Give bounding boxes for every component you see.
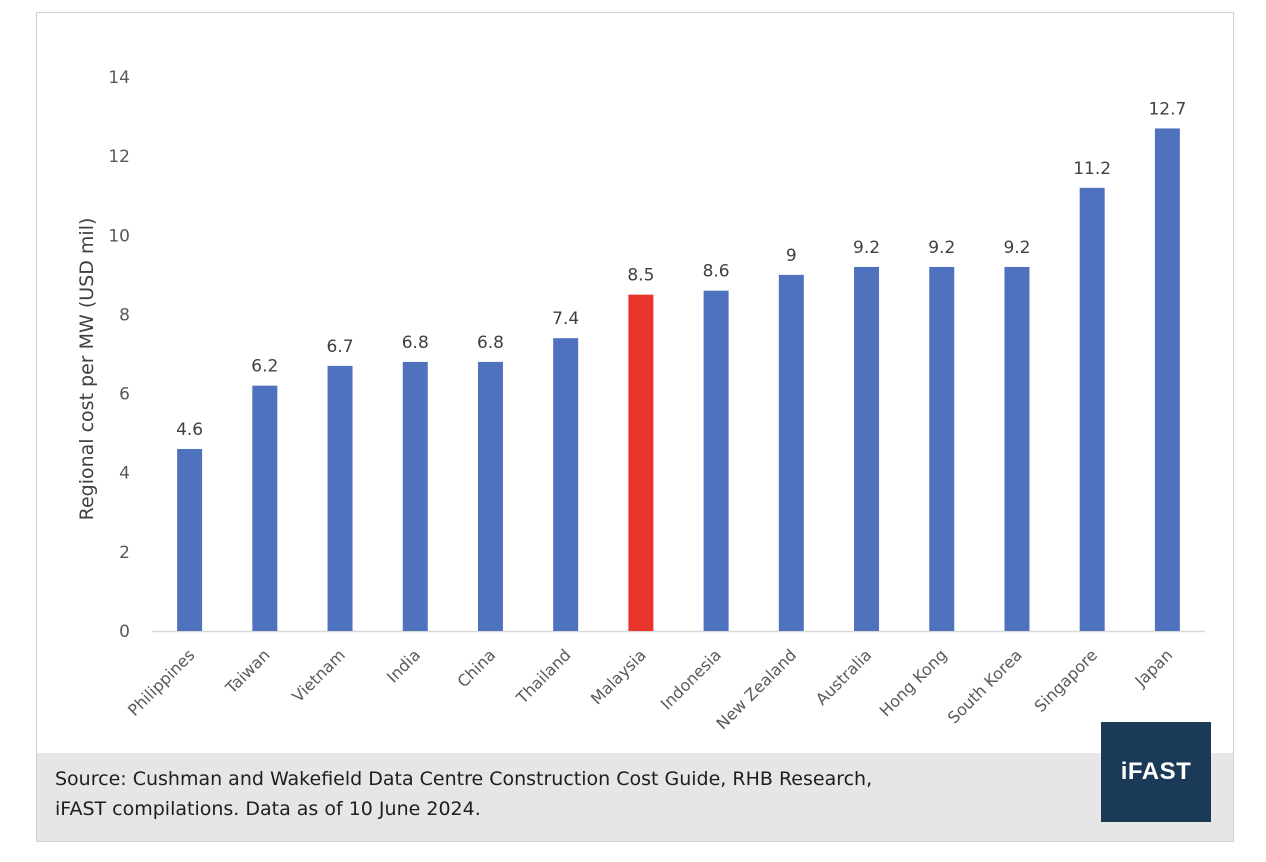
y-tick-label: 12 xyxy=(108,147,130,167)
source-line-2: iFAST compilations. Data as of 10 June 2… xyxy=(55,798,481,820)
source-text: Source: Cushman and Wakefield Data Centr… xyxy=(55,764,1055,824)
data-label: 11.2 xyxy=(1073,159,1111,179)
bar xyxy=(1004,266,1030,631)
y-tick-label: 4 xyxy=(119,464,130,484)
bar xyxy=(929,266,955,631)
x-tick-label: Thailand xyxy=(512,645,575,708)
y-tick-label: 14 xyxy=(108,68,130,88)
data-label: 6.8 xyxy=(402,333,429,353)
data-label: 9 xyxy=(786,246,797,266)
bar xyxy=(177,448,203,631)
y-tick-label: 8 xyxy=(119,305,130,325)
x-tick-label: Japan xyxy=(1131,645,1177,691)
x-tick-label: Hong Kong xyxy=(876,645,951,720)
x-tick-label: South Korea xyxy=(944,645,1026,727)
data-label: 9.2 xyxy=(853,238,880,258)
source-footer: Source: Cushman and Wakefield Data Centr… xyxy=(37,753,1233,841)
y-tick-label: 0 xyxy=(119,622,130,642)
bar xyxy=(1154,128,1180,631)
data-label: 9.2 xyxy=(1003,238,1030,258)
bar xyxy=(854,266,880,631)
ifast-logo: iFAST xyxy=(1101,722,1211,822)
x-tick-label: Indonesia xyxy=(657,645,725,713)
data-label: 9.2 xyxy=(928,238,955,258)
x-tick-label: Singapore xyxy=(1030,645,1101,716)
data-label: 6.8 xyxy=(477,333,504,353)
data-label: 12.7 xyxy=(1148,99,1186,119)
data-label: 6.7 xyxy=(327,337,354,357)
x-tick-label: Taiwan xyxy=(221,645,274,698)
bar xyxy=(553,338,579,631)
y-tick-label: 2 xyxy=(119,543,130,563)
x-tick-label: Malaysia xyxy=(587,645,650,708)
x-tick-label: China xyxy=(454,645,500,691)
bar xyxy=(402,361,428,631)
data-label: 4.6 xyxy=(176,420,203,440)
bar xyxy=(477,361,503,631)
bar xyxy=(778,274,804,631)
y-tick-label: 10 xyxy=(108,226,130,246)
x-tick-label: Vietnam xyxy=(288,645,349,706)
x-tick-label: Australia xyxy=(812,645,875,708)
data-label: 8.6 xyxy=(703,262,730,282)
bar xyxy=(628,294,654,631)
x-tick-label: India xyxy=(383,645,424,686)
bar xyxy=(1079,187,1105,632)
y-tick-label: 6 xyxy=(119,385,130,405)
y-axis-title: Regional cost per MW (USD mil) xyxy=(76,218,98,521)
x-tick-label: New Zealand xyxy=(712,645,800,733)
data-label: 6.2 xyxy=(251,357,278,377)
bar xyxy=(703,290,729,631)
bar xyxy=(252,385,278,631)
bar xyxy=(327,365,353,631)
source-line-1: Source: Cushman and Wakefield Data Centr… xyxy=(55,768,873,790)
logo-text: iFAST xyxy=(1120,758,1192,785)
data-label: 7.4 xyxy=(552,309,579,329)
data-label: 8.5 xyxy=(627,266,654,286)
x-tick-label: Philippines xyxy=(124,645,198,719)
